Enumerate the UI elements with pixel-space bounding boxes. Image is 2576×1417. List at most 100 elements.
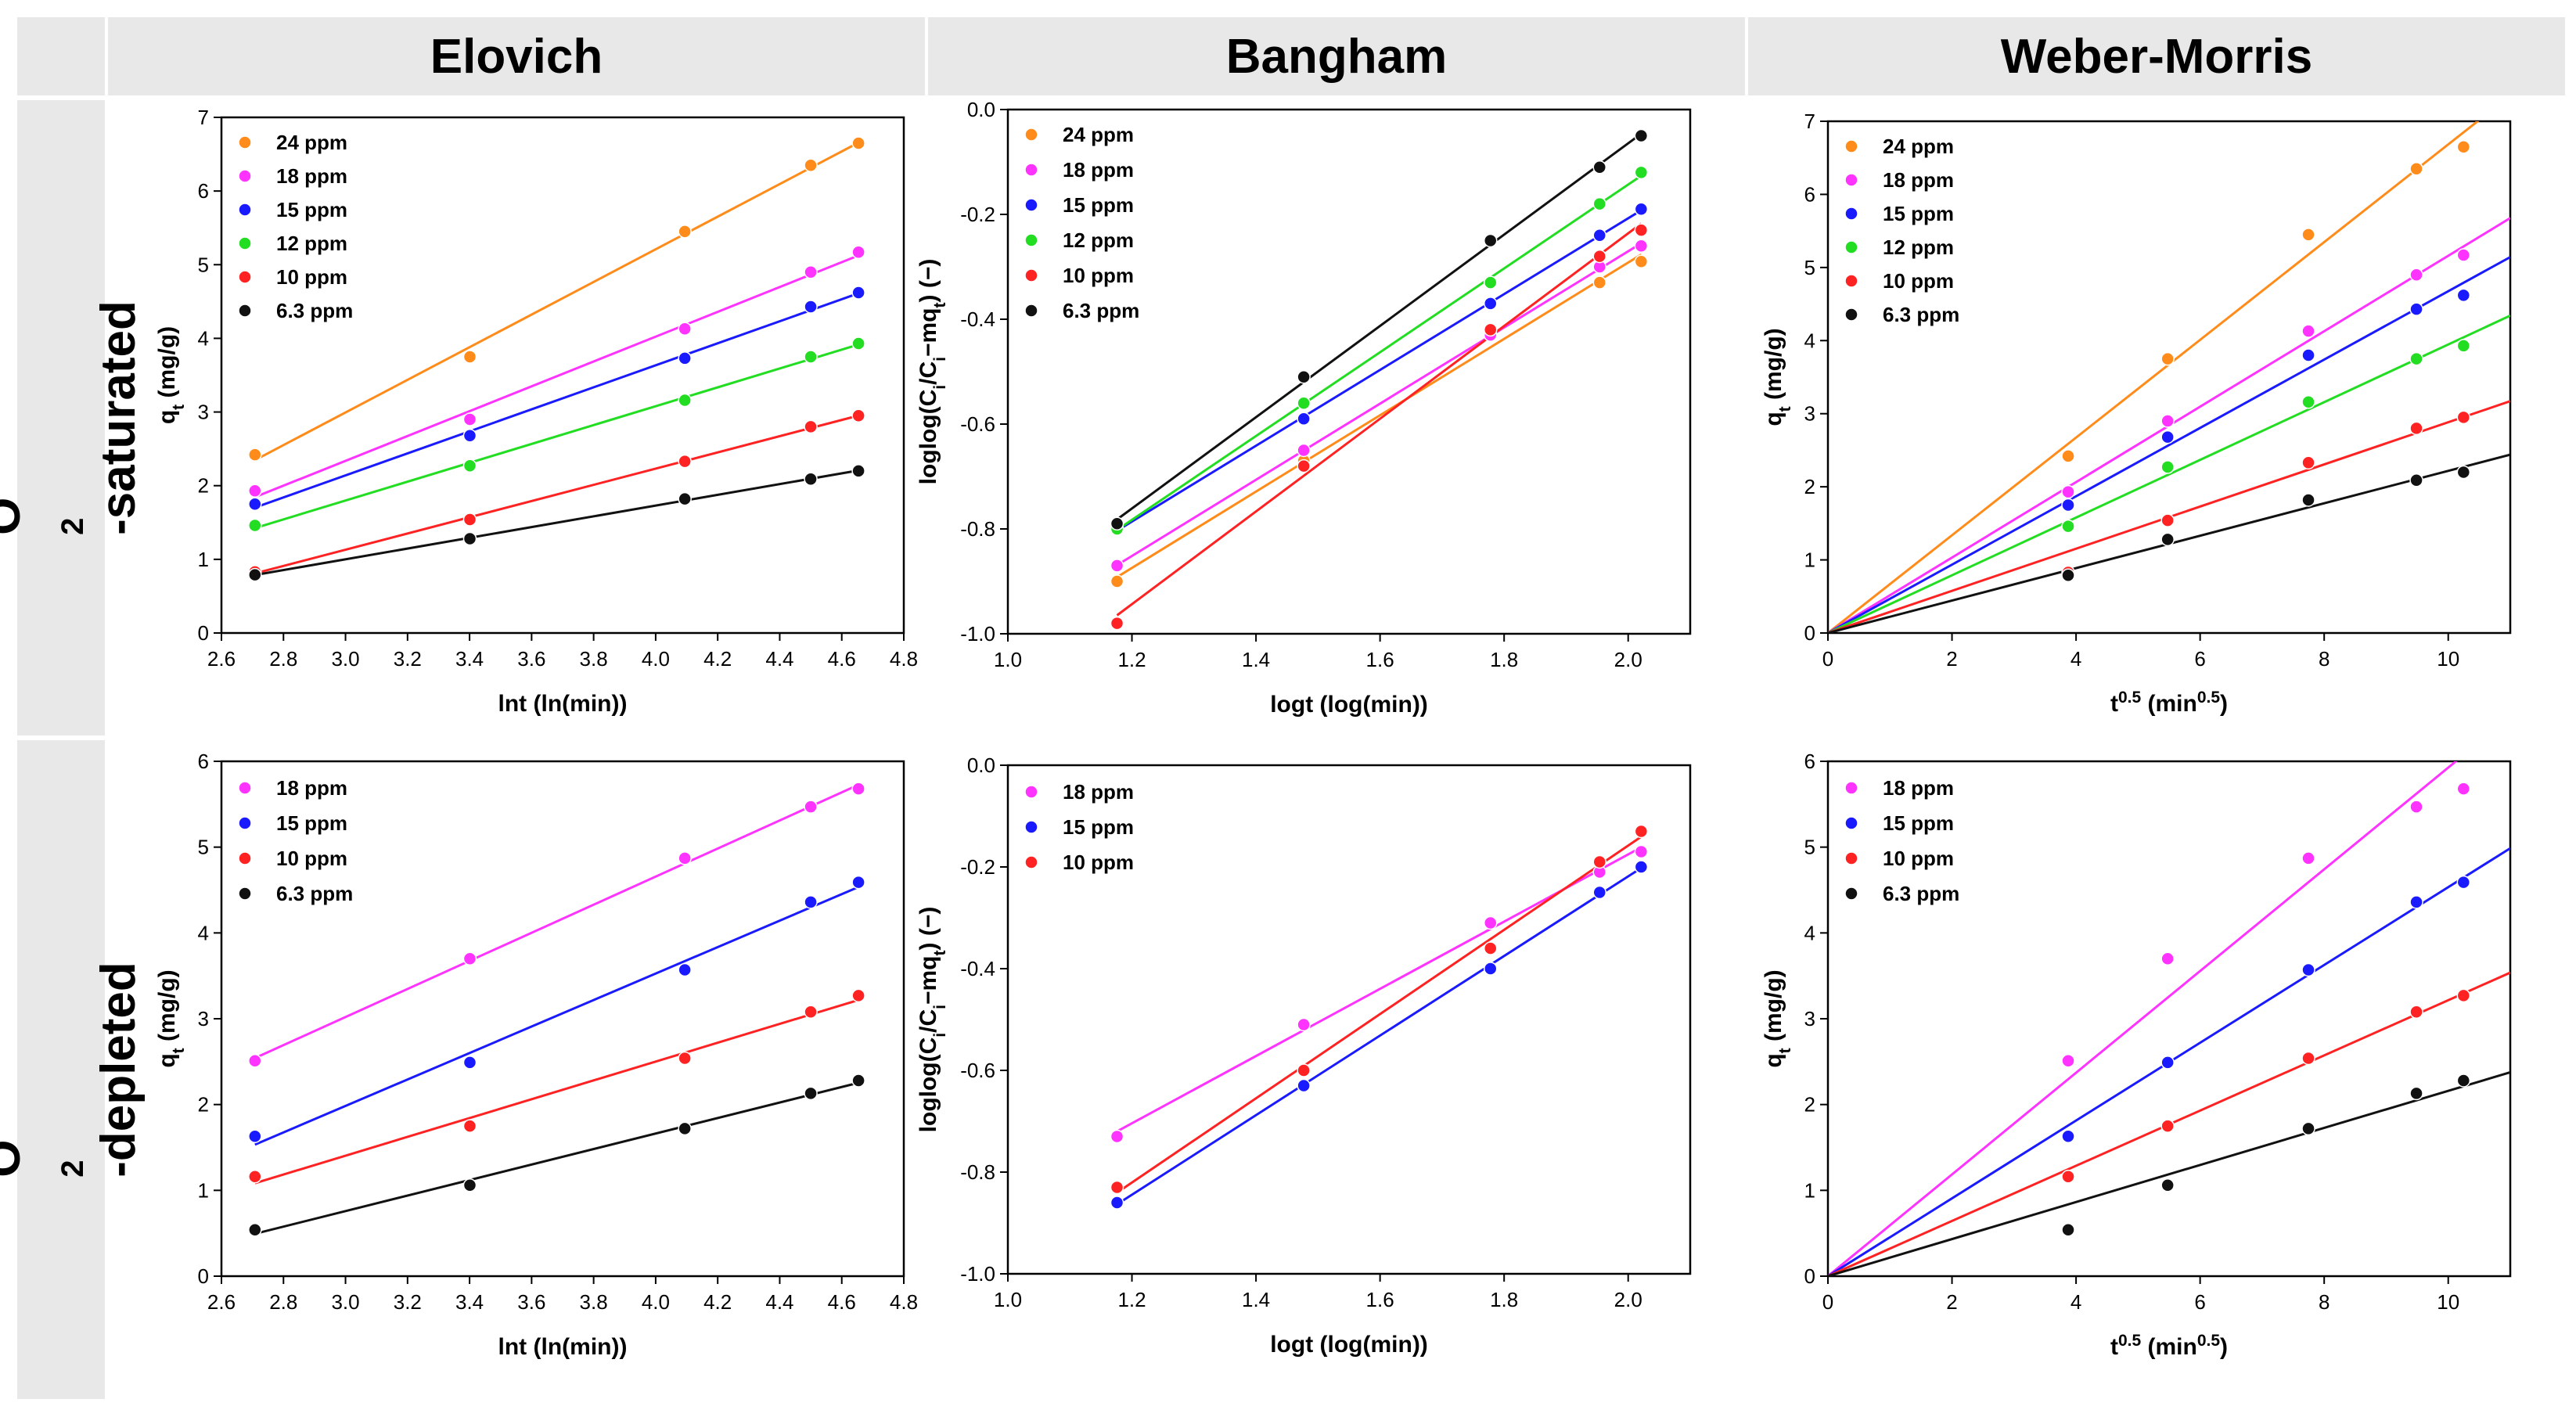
data-point [2301,851,2315,865]
data-point [1634,254,1649,269]
legend-marker [1024,304,1038,318]
data-point [1592,885,1607,900]
legend-marker [1844,139,1858,153]
legend-marker [1024,785,1038,799]
data-point [2061,1170,2075,1184]
legend-marker [238,816,252,830]
legend-marker [1844,781,1858,795]
data-point [1297,1078,1311,1093]
data-point [804,419,818,434]
data-point [2160,951,2175,966]
legend-marker [1024,163,1038,177]
data-point [2456,288,2471,303]
data-point [1483,275,1498,290]
data-point [678,1051,692,1066]
column-header-label: Elovich [430,29,603,84]
data-point [2160,460,2175,474]
legend-label: 6.3 ppm [1063,299,1139,322]
x-tick-label: 3.6 [517,1290,545,1314]
data-point [1110,574,1124,588]
column-header-label: Weber-Morris [2000,29,2313,84]
data-point [1110,516,1124,531]
data-point [2160,1119,2175,1133]
legend-label: 6.3 ppm [276,299,353,322]
x-axis-label: logt (log(min)) [1270,1332,1428,1358]
data-point [678,962,692,977]
fit-line [1828,314,2510,633]
data-point [804,300,818,314]
data-point [2301,493,2315,507]
data-point [1483,233,1498,248]
data-point [1297,459,1311,473]
y-tick-label: 1 [198,1178,209,1202]
y-tick-label: 5 [198,836,209,859]
data-point [1634,202,1649,217]
data-point [2409,421,2423,436]
x-tick-label: 4.8 [890,647,918,671]
fit-line [1116,867,1642,1206]
data-point [1592,160,1607,174]
x-tick-label: 10 [2437,647,2459,671]
data-point [2160,1056,2175,1070]
data-point [851,336,865,351]
plot-frame [1006,764,1692,1275]
data-point [2409,800,2423,814]
data-point [248,1053,262,1068]
legend-label: 18 ppm [276,164,347,188]
data-point [678,225,692,239]
data-point [2061,568,2075,582]
y-tick-label: -0.2 [960,855,995,879]
x-tick-label: 4.2 [703,647,732,671]
legend-label: 18 ppm [1063,158,1134,182]
fit-line [1116,209,1642,532]
x-tick-label: 4.4 [765,647,793,671]
data-point [2061,1223,2075,1237]
x-tick-label: 3.0 [331,647,359,671]
y-tick-label: 1 [198,548,209,571]
data-point [2061,484,2075,499]
x-tick-label: 1.8 [1490,1288,1518,1311]
legend-label: 10 ppm [276,265,347,289]
data-point [851,782,865,796]
legend-marker [1844,173,1858,187]
data-point [2456,1074,2471,1088]
data-point [1483,915,1498,930]
data-point [2409,161,2423,176]
row-header-saturated: O2-saturated [0,100,146,735]
x-tick-label: 1.0 [994,1288,1022,1311]
legend-marker [1844,207,1858,221]
fit-line [254,414,859,575]
x-tick-label: 1.8 [1490,648,1518,671]
x-tick-label: 3.2 [394,1290,422,1314]
x-tick-label: 2.0 [1614,1288,1642,1311]
y-tick-label: 1 [1804,548,1815,572]
y-tick-label: 1 [1804,1178,1815,1202]
data-point [1634,165,1649,180]
x-tick-label: 2.6 [207,647,236,671]
data-point [462,350,477,364]
legend-label: 15 ppm [1063,815,1134,839]
data-point [2409,302,2423,316]
legend-marker [1844,274,1858,288]
data-point [462,412,477,426]
legend-marker [1844,816,1858,830]
legend-label: 15 ppm [276,811,347,835]
y-tick-label: 6 [198,179,209,203]
data-point [1297,396,1311,410]
x-tick-label: 0 [1822,1290,1833,1314]
y-tick-label: 0 [1804,621,1815,645]
legend-marker [238,203,252,217]
legend-marker [238,135,252,149]
y-tick-label: 0.0 [967,98,995,121]
data-point [2301,455,2315,470]
legend-label: 15 ppm [1883,202,1954,225]
y-tick-label: -0.8 [960,1160,995,1184]
y-tick-label: 2 [1804,1093,1815,1117]
y-tick-label: 6 [1804,182,1815,206]
y-tick-label: 4 [198,326,209,350]
data-point [1592,275,1607,290]
y-tick-label: 3 [198,1007,209,1030]
legend-label: 24 ppm [276,131,347,154]
corner-cell [17,17,105,95]
data-point [678,454,692,469]
